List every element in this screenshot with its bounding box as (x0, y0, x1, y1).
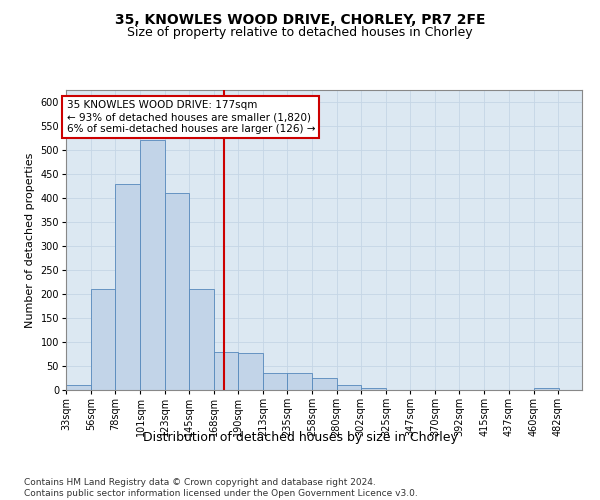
Y-axis label: Number of detached properties: Number of detached properties (25, 152, 35, 328)
Bar (91, 289, 115, 390)
Bar (313, 378, 337, 390)
Bar (238, 352, 263, 390)
Bar (263, 373, 287, 390)
Text: 35 KNOWLES WOOD DRIVE: 177sqm
← 93% of detached houses are smaller (1,820)
6% of: 35 KNOWLES WOOD DRIVE: 177sqm ← 93% of d… (67, 100, 315, 134)
Text: 35, KNOWLES WOOD DRIVE, CHORLEY, PR7 2FE: 35, KNOWLES WOOD DRIVE, CHORLEY, PR7 2FE (115, 12, 485, 26)
Bar (337, 385, 361, 390)
Bar (214, 352, 238, 390)
Bar (164, 193, 189, 390)
Bar (140, 140, 164, 390)
Text: Contains HM Land Registry data © Crown copyright and database right 2024.
Contai: Contains HM Land Registry data © Crown c… (24, 478, 418, 498)
Bar (361, 388, 386, 390)
Bar (287, 373, 313, 390)
Bar (189, 289, 214, 390)
Bar (66, 385, 91, 390)
Text: Size of property relative to detached houses in Chorley: Size of property relative to detached ho… (127, 26, 473, 39)
Bar (115, 184, 140, 390)
Bar (534, 388, 559, 390)
Text: Distribution of detached houses by size in Chorley: Distribution of detached houses by size … (143, 431, 457, 444)
